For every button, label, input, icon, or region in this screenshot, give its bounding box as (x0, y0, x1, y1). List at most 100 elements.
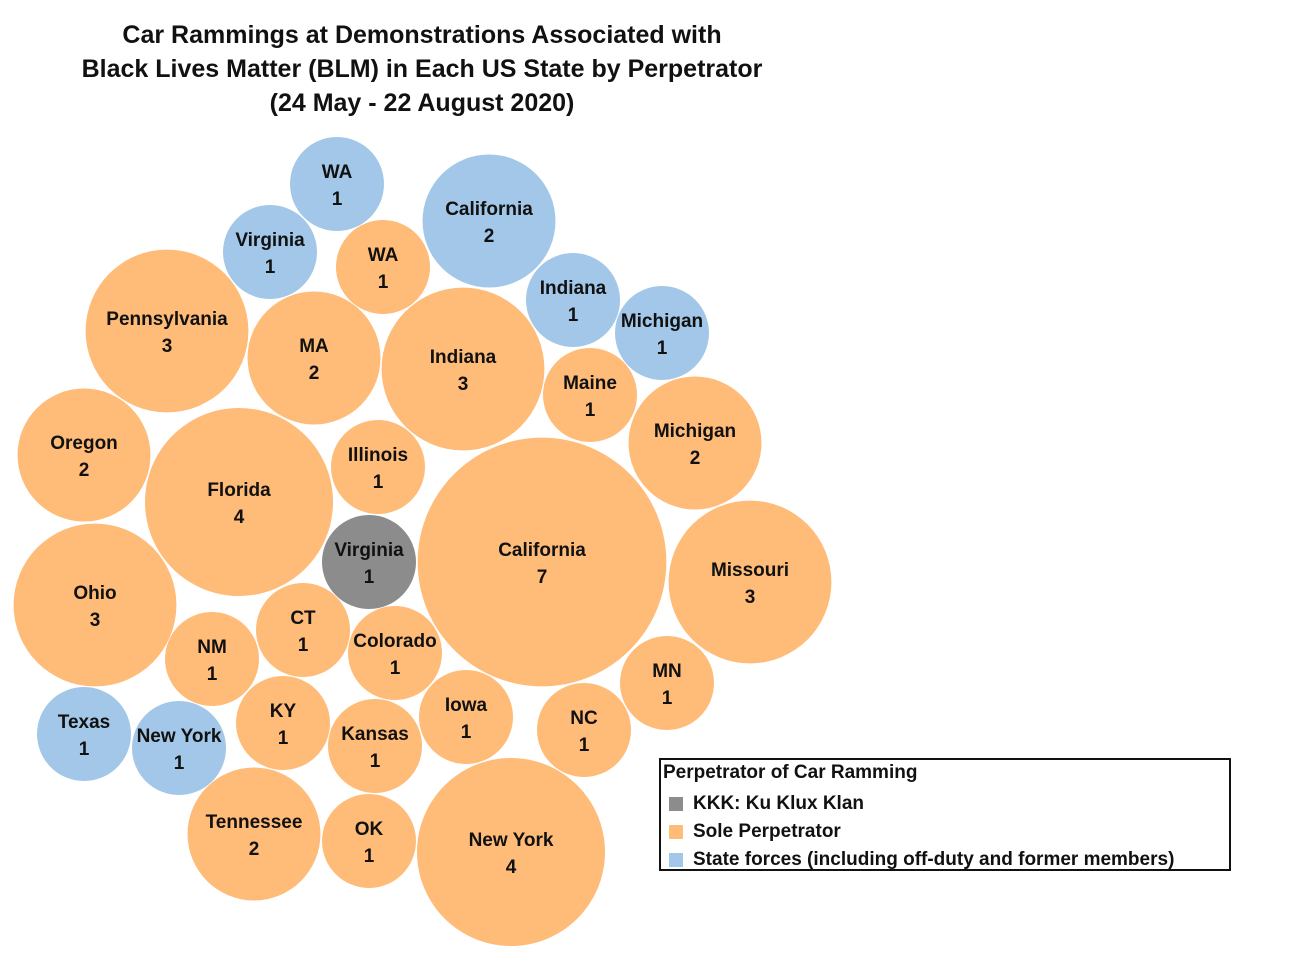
bubble-state-label: Michigan (654, 421, 736, 442)
bubble-circle (132, 701, 226, 795)
legend-label: State forces (including off-duty and for… (693, 849, 1175, 870)
bubble-state-label: WA (368, 245, 399, 266)
bubble-kansas-sole: Kansas 1 (328, 699, 422, 793)
chart-title-line: (24 May - 22 August 2020) (269, 89, 575, 117)
bubble-wa-sole: WA 1 (336, 220, 430, 314)
bubble-circle (145, 408, 333, 596)
bubble-circle (236, 676, 330, 770)
bubble-value-label: 3 (458, 374, 469, 395)
bubble-florida-sole: Florida 4 (145, 408, 333, 596)
bubble-circle (348, 606, 442, 700)
bubble-value-label: 1 (657, 338, 668, 359)
bubble-circle (165, 612, 259, 706)
legend-label: KKK: Ku Klux Klan (693, 793, 864, 814)
bubble-california-sole: California 7 (417, 437, 667, 687)
bubble-state-label: WA (322, 162, 353, 183)
bubble-tennessee-sole: Tennessee 2 (187, 767, 321, 901)
legend-item-sole: Sole Perpetrator (669, 821, 841, 843)
bubble-circle (85, 249, 249, 413)
bubble-value-label: 3 (90, 610, 101, 631)
bubble-value-label: 1 (378, 272, 389, 293)
bubble-circle (290, 137, 384, 231)
bubble-value-label: 1 (174, 753, 185, 774)
bubble-circle (381, 287, 545, 451)
bubble-state-label: Maine (563, 373, 617, 394)
bubble-value-label: 1 (461, 722, 472, 743)
bubble-circle (328, 699, 422, 793)
bubble-indiana-sole: Indiana 3 (381, 287, 545, 451)
bubble-state-label: Michigan (621, 311, 703, 332)
bubble-ma-sole: MA 2 (247, 291, 381, 425)
bubble-state-label: New York (469, 830, 554, 851)
bubble-state-label: Illinois (348, 445, 408, 466)
bubble-colorado-sole: Colorado 1 (348, 606, 442, 700)
bubble-circle (615, 286, 709, 380)
legend-item-state: State forces (including off-duty and for… (669, 849, 1174, 871)
bubble-value-label: 3 (162, 336, 173, 357)
bubble-nm-sole: NM 1 (165, 612, 259, 706)
bubble-state-label: Tennessee (206, 812, 303, 833)
bubble-state-label: OK (355, 819, 384, 840)
chart-title-line: Black Lives Matter (BLM) in Each US Stat… (81, 55, 763, 83)
bubble-state-label: Indiana (540, 278, 607, 299)
chart-title: Car Rammings at Demonstrations Associate… (22, 18, 822, 120)
bubble-ct-sole: CT 1 (256, 583, 350, 677)
bubble-value-label: 1 (585, 400, 596, 421)
bubble-circle (628, 376, 762, 510)
bubble-state-label: Florida (207, 480, 271, 501)
bubble-value-label: 2 (309, 363, 320, 384)
bubble-value-label: 1 (390, 658, 401, 679)
bubble-circle (13, 523, 177, 687)
bubble-michigan-state: Michigan 1 (615, 286, 709, 380)
bubble-state-label: California (498, 540, 586, 561)
bubble-value-label: 1 (568, 305, 579, 326)
bubble-state-label: Pennsylvania (106, 309, 228, 330)
bubble-circle (336, 220, 430, 314)
bubble-state-label: Kansas (341, 724, 409, 745)
bubble-circle (256, 583, 350, 677)
bubble-maine-sole: Maine 1 (543, 348, 637, 442)
bubble-circle (322, 794, 416, 888)
bubble-state-label: CT (290, 608, 316, 629)
bubble-virginia-kkk: Virginia 1 (322, 515, 416, 609)
bubble-circle (187, 767, 321, 901)
bubble-circle (417, 758, 605, 946)
bubble-state-label: Indiana (430, 347, 497, 368)
bubble-circle (537, 683, 631, 777)
bubble-value-label: 1 (364, 567, 375, 588)
bubble-circle (331, 420, 425, 514)
bubble-missouri-sole: Missouri 3 (668, 500, 832, 664)
legend-swatch (669, 797, 683, 811)
bubble-state-label: Ohio (73, 583, 116, 604)
bubble-new-york-sole: New York 4 (417, 758, 605, 946)
bubble-value-label: 4 (234, 507, 245, 528)
bubble-value-label: 1 (298, 635, 309, 656)
bubble-value-label: 1 (662, 688, 673, 709)
bubble-value-label: 1 (207, 664, 218, 685)
bubble-circle (419, 670, 513, 764)
bubble-state-label: KY (270, 701, 297, 722)
bubble-value-label: 4 (506, 857, 517, 878)
legend-label: Sole Perpetrator (693, 821, 841, 842)
legend-swatch (669, 825, 683, 839)
bubble-pennsylvania-sole: Pennsylvania 3 (85, 249, 249, 413)
bubble-circle (247, 291, 381, 425)
legend-swatch (669, 853, 683, 867)
bubble-circle (668, 500, 832, 664)
bubble-circle (422, 154, 556, 288)
bubble-illinois-sole: Illinois 1 (331, 420, 425, 514)
bubble-ohio-sole: Ohio 3 (13, 523, 177, 687)
chart-title-line: Car Rammings at Demonstrations Associate… (122, 21, 722, 49)
bubble-value-label: 7 (537, 567, 548, 588)
bubble-circle (620, 636, 714, 730)
bubble-circle (417, 437, 667, 687)
legend: Perpetrator of Car Ramming KKK: Ku Klux … (659, 758, 1231, 871)
bubble-state-label: Virginia (334, 540, 404, 561)
bubble-value-label: 2 (484, 226, 495, 247)
bubble-state-label: Texas (58, 712, 110, 733)
bubble-value-label: 2 (690, 448, 701, 469)
bubble-mn-sole: MN 1 (620, 636, 714, 730)
bubble-state-label: New York (137, 726, 222, 747)
bubble-ok-sole: OK 1 (322, 794, 416, 888)
bubble-new-york-state: New York 1 (132, 701, 226, 795)
